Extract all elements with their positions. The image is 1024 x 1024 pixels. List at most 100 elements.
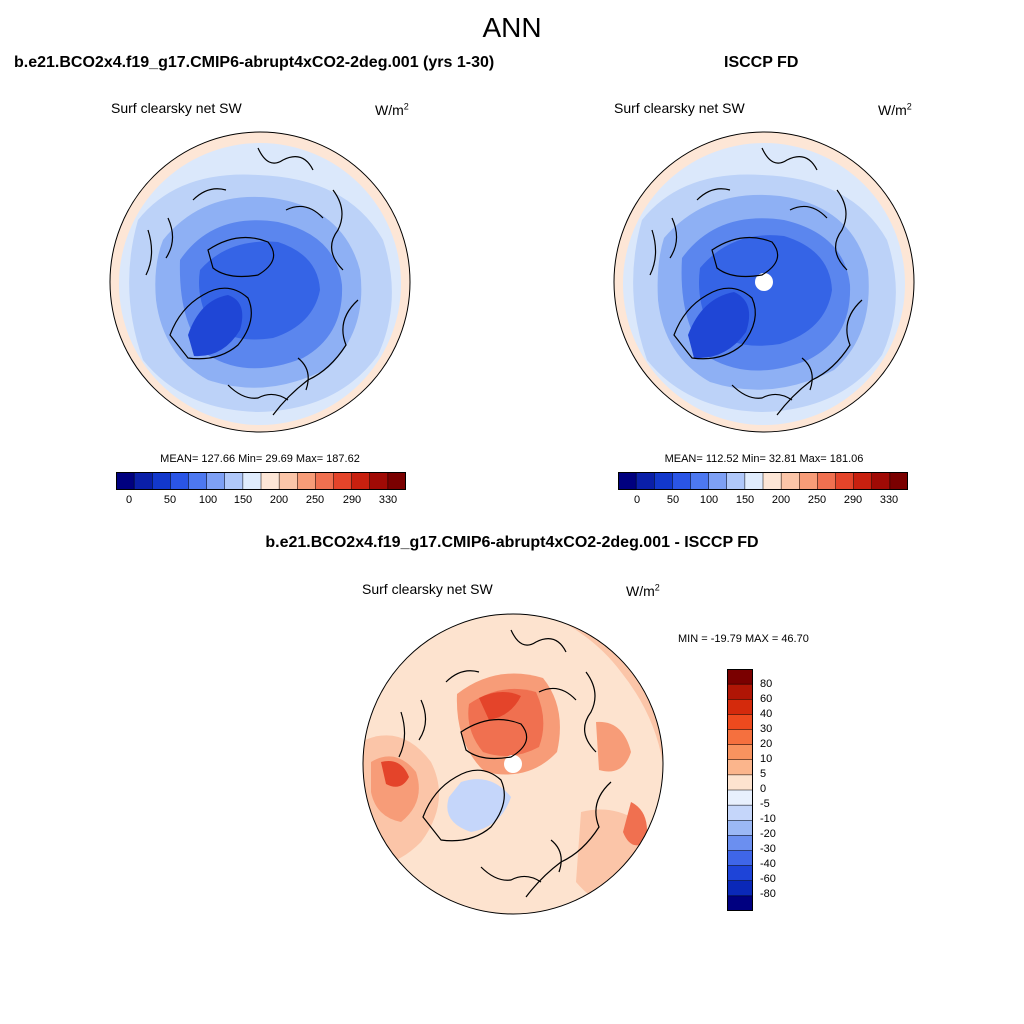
diff-tick-label: 0: [760, 783, 767, 795]
left-case-title: b.e21.BCO2x4.f19_g17.CMIP6-abrupt4xCO2-2…: [14, 54, 495, 71]
right-var-label: Surf clearsky net SW: [614, 100, 745, 116]
left-units: W/m2: [375, 101, 409, 118]
colorbar-swatch: [206, 472, 226, 490]
colorbar-swatch: [224, 472, 244, 490]
colorbar-swatch: [635, 472, 655, 490]
colorbar-swatch: [152, 472, 171, 490]
diff-tick-label: 5: [760, 768, 767, 780]
diff-var-label: Surf clearsky net SW: [362, 581, 493, 597]
colorbar-swatch: [708, 472, 728, 490]
right-colorbar: [618, 472, 908, 490]
left-stats: MEAN= 127.66 Min= 29.69 Max= 187.62: [160, 453, 360, 465]
diff-tick-label: 20: [760, 738, 773, 750]
colorbar-swatch: [727, 865, 753, 882]
colorbar-swatch: [351, 472, 371, 490]
colorbar-swatch: [727, 744, 753, 761]
left-tick-label: 250: [305, 494, 325, 506]
colorbar-swatch: [727, 820, 753, 836]
diff-tick-label: 30: [760, 723, 773, 735]
colorbar-swatch: [727, 714, 753, 731]
right-tick-label: 0: [633, 494, 641, 506]
right-case-title: ISCCP FD: [724, 54, 799, 71]
colorbar-swatch: [727, 759, 753, 776]
diff-tick-label: -60: [760, 873, 776, 885]
right-units: W/m2: [878, 101, 912, 118]
colorbar-swatch: [726, 472, 746, 490]
diff-colorbar-labels: 80 60 40 30 20 10 5 0 -5 -10 -20 -30 -40…: [760, 669, 800, 911]
colorbar-swatch: [727, 669, 753, 685]
colorbar-swatch: [242, 472, 262, 490]
diff-polar-map: [362, 613, 664, 915]
diff-tick-label: -40: [760, 858, 776, 870]
left-colorbar-labels: 0 50 100 150 200 250 290 330: [116, 494, 406, 508]
diff-tick-label: -80: [760, 888, 776, 900]
colorbar-swatch: [762, 472, 782, 490]
left-tick-label: 200: [269, 494, 289, 506]
colorbar-swatch: [133, 472, 153, 490]
colorbar-swatch: [116, 472, 135, 490]
diff-tick-label: 40: [760, 708, 773, 720]
colorbar-swatch: [727, 850, 753, 867]
left-tick-label: 50: [163, 494, 177, 506]
diff-tick-label: 60: [760, 693, 773, 705]
colorbar-swatch: [727, 804, 753, 821]
right-tick-label: 150: [735, 494, 755, 506]
colorbar-swatch: [618, 472, 637, 490]
colorbar-swatch: [170, 472, 190, 490]
colorbar-swatch: [727, 729, 753, 746]
colorbar-swatch: [835, 472, 855, 490]
colorbar-swatch: [654, 472, 673, 490]
colorbar-swatch: [727, 895, 753, 911]
colorbar-swatch: [297, 472, 316, 490]
left-tick-label: 330: [378, 494, 398, 506]
colorbar-swatch: [727, 683, 753, 700]
left-tick-label: 100: [198, 494, 218, 506]
diff-tick-label: 80: [760, 678, 773, 690]
diff-units: W/m2: [626, 582, 660, 599]
right-stats: MEAN= 112.52 Min= 32.81 Max= 181.06: [664, 453, 864, 465]
colorbar-swatch: [780, 472, 800, 490]
left-tick-label: 150: [233, 494, 253, 506]
left-tick-label: 290: [342, 494, 362, 506]
diff-stats: MIN = -19.79 MAX = 46.70: [678, 633, 809, 645]
colorbar-swatch: [278, 472, 298, 490]
figure-title: ANN: [482, 12, 542, 43]
diff-tick-label: -30: [760, 843, 776, 855]
diff-case-title: b.e21.BCO2x4.f19_g17.CMIP6-abrupt4xCO2-2…: [265, 534, 759, 551]
colorbar-swatch: [727, 789, 753, 806]
colorbar-swatch: [672, 472, 692, 490]
colorbar-swatch: [817, 472, 837, 490]
diff-tick-label: -10: [760, 813, 776, 825]
right-polar-map: [613, 131, 915, 433]
colorbar-swatch: [260, 472, 280, 490]
right-tick-label: 250: [807, 494, 827, 506]
colorbar-swatch: [387, 472, 406, 490]
colorbar-swatch: [690, 472, 710, 490]
colorbar-swatch: [871, 472, 891, 490]
left-colorbar: [116, 472, 406, 490]
diff-tick-label: -5: [760, 798, 770, 810]
right-tick-label: 100: [699, 494, 719, 506]
colorbar-swatch: [188, 472, 208, 490]
diff-tick-label: 10: [760, 753, 773, 765]
colorbar-swatch: [333, 472, 353, 490]
colorbar-swatch: [744, 472, 764, 490]
right-tick-label: 290: [843, 494, 863, 506]
colorbar-swatch: [853, 472, 873, 490]
colorbar-swatch: [727, 835, 753, 852]
diff-tick-label: -20: [760, 828, 776, 840]
colorbar-swatch: [727, 880, 753, 897]
right-colorbar-labels: 0 50 100 150 200 250 290 330: [618, 494, 908, 508]
colorbar-swatch: [315, 472, 335, 490]
colorbar-swatch: [889, 472, 908, 490]
right-tick-label: 330: [879, 494, 899, 506]
colorbar-swatch: [727, 774, 753, 791]
colorbar-swatch: [369, 472, 389, 490]
right-tick-label: 200: [771, 494, 791, 506]
right-tick-label: 50: [666, 494, 680, 506]
colorbar-swatch: [727, 699, 753, 715]
colorbar-swatch: [799, 472, 818, 490]
left-tick-label: 0: [125, 494, 133, 506]
left-var-label: Surf clearsky net SW: [111, 100, 242, 116]
diff-colorbar: [727, 669, 753, 911]
